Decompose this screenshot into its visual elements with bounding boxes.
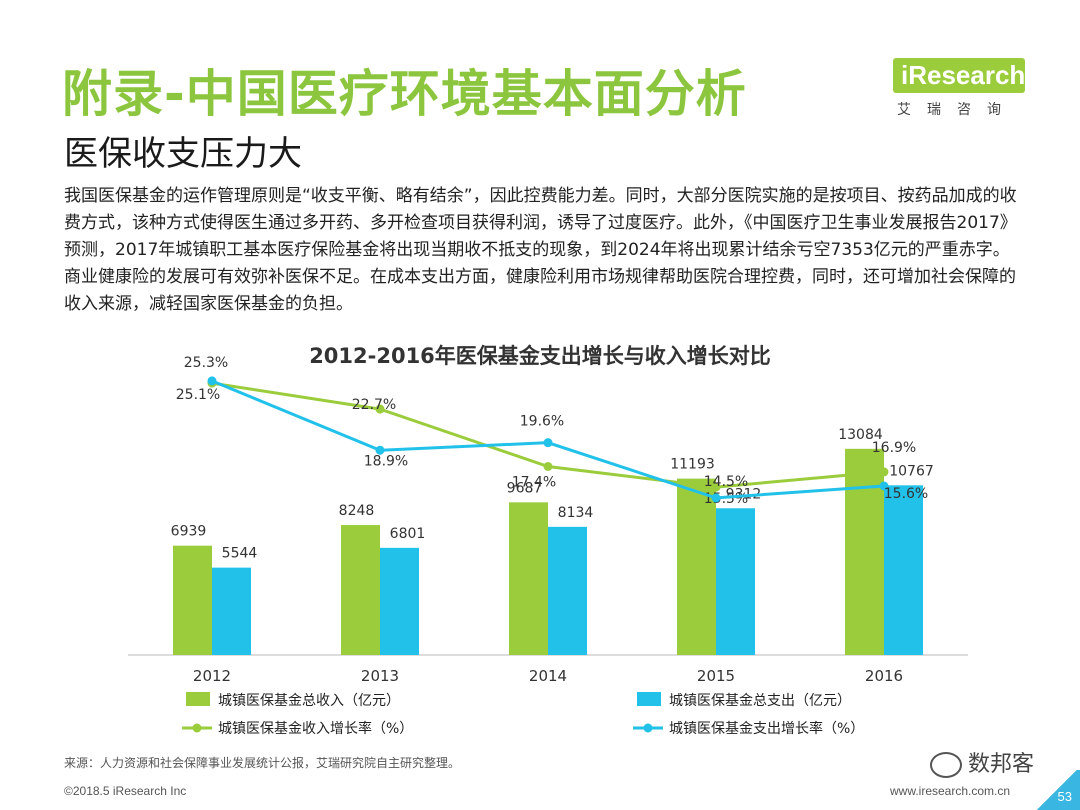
watermark: 数邦客 xyxy=(930,746,1034,778)
logo-text: iResearch xyxy=(893,58,1025,93)
body-paragraph: 我国医保基金的运作管理原则是“收支平衡、略有结余”，因此控费能力差。同时，大部分… xyxy=(64,186,1017,314)
x-tick-label: 2013 xyxy=(361,667,399,685)
expense-bar xyxy=(380,547,419,655)
income-rate-point xyxy=(711,482,721,492)
income-rate-line xyxy=(211,381,885,489)
page-subtitle: 医保收支压力大 xyxy=(64,134,302,174)
income-bar-label: 9687 xyxy=(507,480,543,496)
expense-bar-label: 5544 xyxy=(222,546,258,562)
x-tick-label: 2014 xyxy=(529,667,567,685)
legend-swatch-dot xyxy=(643,723,653,733)
legend-label: 城镇医保基金总支出（亿元） xyxy=(669,692,851,709)
x-tick-label: 2015 xyxy=(697,667,735,685)
page-number-badge: 53 xyxy=(1034,770,1080,810)
watermark-text: 数邦客 xyxy=(968,752,1035,777)
income-rate-label: 17.4% xyxy=(512,475,556,491)
income-bar xyxy=(173,545,212,655)
income-rate-point xyxy=(543,462,553,471)
legend-label: 城镇医保基金支出增长率（%） xyxy=(669,720,864,737)
expense-rate-point xyxy=(543,438,553,448)
income-bar xyxy=(341,525,380,655)
expense-bar xyxy=(884,485,923,655)
legend-swatch-bar xyxy=(637,692,661,706)
legend-label: 城镇医保基金收入增长率（%） xyxy=(218,720,413,737)
expense-rate-point xyxy=(711,493,721,503)
expense-rate-point xyxy=(207,376,217,386)
legend-label: 城镇医保基金总收入（亿元） xyxy=(218,692,400,709)
expense-rate-label: 19.6% xyxy=(520,414,564,430)
page-number: 53 xyxy=(1057,789,1072,804)
source-note: 来源：人力资源和社会保障事业发展统计公报，艾瑞研究院自主研究整理。 xyxy=(64,756,461,770)
iresearch-logo: iResearch 艾瑞咨询 xyxy=(893,58,1025,119)
income-bar-label: 11193 xyxy=(670,457,715,473)
income-rate-label: 22.7% xyxy=(352,397,396,413)
income-rate-label: 16.9% xyxy=(872,440,916,456)
expense-bar-label: 6801 xyxy=(390,526,426,542)
expense-rate-point xyxy=(879,481,889,491)
expense-bar-label: 10767 xyxy=(889,463,934,479)
expense-bar-label: 9312 xyxy=(726,486,762,502)
expense-rate-label: 18.9% xyxy=(364,453,408,469)
income-bar-label: 8248 xyxy=(339,503,375,519)
income-bar-label: 13084 xyxy=(838,427,883,443)
income-rate-point xyxy=(879,467,889,477)
expense-bar xyxy=(212,567,251,655)
expense-rate-label: 14.5% xyxy=(704,474,748,490)
income-bar xyxy=(509,502,548,655)
x-tick-label: 2012 xyxy=(193,667,231,685)
legend-swatch-dot xyxy=(192,723,202,733)
income-bar xyxy=(845,448,884,655)
x-tick-label: 2016 xyxy=(865,667,903,685)
income-rate-point xyxy=(375,404,385,414)
logo-cn-text: 艾瑞咨询 xyxy=(897,102,1017,118)
expense-bar-label: 8134 xyxy=(558,505,594,521)
income-bar-label: 6939 xyxy=(171,524,207,540)
expense-rate-label: 25.3% xyxy=(184,355,228,371)
expense-rate-label: 15.6% xyxy=(884,486,928,502)
expense-bar xyxy=(548,526,587,655)
page-title: 附录-中国医疗环境基本面分析 xyxy=(62,65,747,123)
income-rate-label: 25.1% xyxy=(176,387,220,403)
income-bar xyxy=(677,478,716,655)
site-url: www.iresearch.com.cn xyxy=(890,784,1011,798)
income-rate-label: 15.5% xyxy=(704,491,748,507)
chart-title: 2012-2016年医保基金支出增长与收入增长对比 xyxy=(309,344,771,368)
copyright: ©2018.5 iResearch Inc xyxy=(64,784,187,798)
legend-swatch-bar xyxy=(186,692,210,706)
wechat-icon xyxy=(930,752,962,778)
expense-rate-point xyxy=(375,445,385,455)
expense-bar xyxy=(716,508,755,655)
